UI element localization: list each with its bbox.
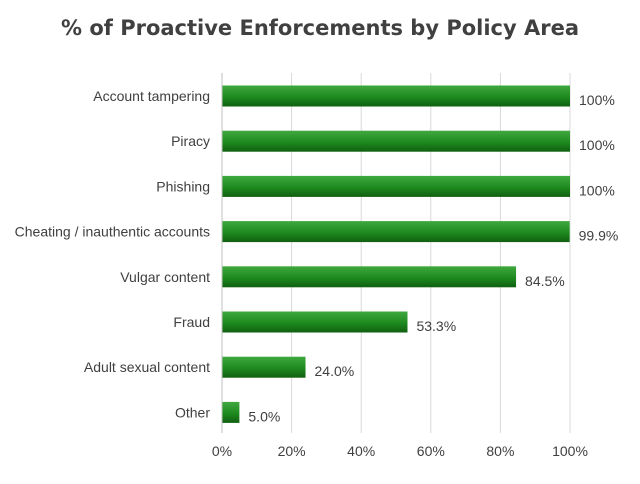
bar bbox=[222, 221, 570, 243]
data-label: 53.3% bbox=[416, 318, 456, 334]
category-label: Phishing bbox=[156, 178, 210, 194]
data-label: 5.0% bbox=[248, 408, 280, 424]
x-tick-label: 40% bbox=[347, 443, 375, 459]
category-label: Vulgar content bbox=[120, 269, 210, 285]
category-label: Fraud bbox=[173, 314, 210, 330]
category-label: Piracy bbox=[171, 133, 210, 149]
bar bbox=[222, 130, 570, 152]
bar bbox=[222, 401, 240, 423]
data-label: 100% bbox=[579, 92, 615, 108]
data-label: 100% bbox=[579, 182, 615, 198]
bar bbox=[222, 356, 306, 378]
x-tick-label: 0% bbox=[212, 443, 232, 459]
category-label: Cheating / inauthentic accounts bbox=[15, 224, 210, 240]
bar bbox=[222, 85, 570, 107]
chart-title: % of Proactive Enforcements by Policy Ar… bbox=[60, 16, 580, 40]
data-label: 99.9% bbox=[579, 228, 619, 244]
data-label: 24.0% bbox=[315, 363, 355, 379]
category-label: Account tampering bbox=[93, 88, 210, 104]
x-tick-label: 80% bbox=[486, 443, 514, 459]
category-label: Adult sexual content bbox=[84, 359, 210, 375]
x-tick-label: 60% bbox=[417, 443, 445, 459]
bar bbox=[222, 175, 570, 197]
data-label: 84.5% bbox=[525, 273, 565, 289]
data-label: 100% bbox=[579, 137, 615, 153]
x-tick-label: 100% bbox=[552, 443, 588, 459]
category-label: Other bbox=[175, 404, 210, 420]
x-tick-label: 20% bbox=[278, 443, 306, 459]
bar bbox=[222, 311, 408, 333]
bar bbox=[222, 266, 517, 288]
